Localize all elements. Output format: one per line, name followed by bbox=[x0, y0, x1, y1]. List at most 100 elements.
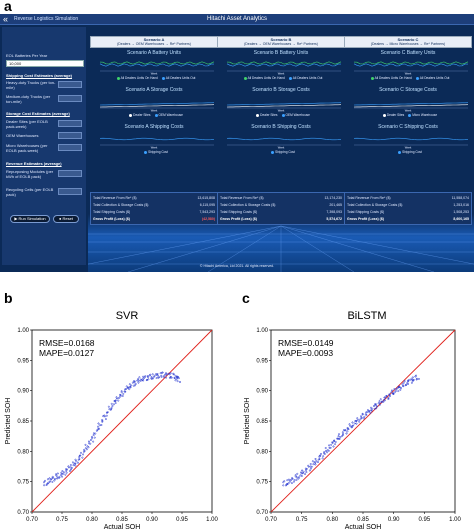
data-point bbox=[332, 445, 335, 448]
data-point bbox=[168, 373, 171, 376]
shipping-cost-heading: Shipping Cost Estimates (average) bbox=[6, 73, 73, 78]
oem-warehouses-input[interactable] bbox=[58, 132, 82, 139]
data-point bbox=[323, 453, 326, 455]
data-point bbox=[54, 478, 56, 480]
legend-dot bbox=[243, 76, 247, 80]
data-point bbox=[47, 481, 50, 484]
totals-label: Gross Profit (Loss) ($) bbox=[93, 217, 130, 221]
scenario-header: Scenario A (Dealers → OEM Warehouses → Re… bbox=[90, 36, 218, 48]
data-point bbox=[160, 374, 163, 377]
storage-cost-heading: Storage Cost Estimates (average) bbox=[6, 111, 70, 116]
heavy-duty-trucks-input[interactable] bbox=[58, 81, 82, 88]
data-point bbox=[50, 477, 53, 480]
data-point bbox=[56, 477, 59, 480]
legend-dot bbox=[271, 150, 275, 154]
data-point bbox=[325, 449, 327, 452]
data-point bbox=[393, 388, 396, 391]
data-point bbox=[317, 461, 319, 464]
data-point bbox=[92, 440, 95, 443]
medium-duty-trucks-input[interactable] bbox=[58, 95, 82, 102]
data-point bbox=[80, 451, 82, 454]
legend-label: Shipping Cost bbox=[275, 150, 295, 154]
mini-chart-series bbox=[99, 61, 215, 65]
data-point bbox=[378, 403, 381, 406]
data-point bbox=[74, 458, 77, 461]
data-point bbox=[174, 379, 177, 382]
data-point bbox=[111, 405, 114, 408]
legend-label: All Dealers Units Out bbox=[419, 76, 450, 80]
x-tick-label: 0.70 bbox=[265, 517, 277, 523]
batteries-per-year-select[interactable]: 10,000 bbox=[6, 60, 84, 67]
mini-chart-xlabel: Week bbox=[278, 72, 285, 76]
repurposing-modules-input[interactable] bbox=[58, 170, 82, 177]
data-point bbox=[346, 430, 349, 433]
data-point bbox=[160, 375, 163, 378]
data-point bbox=[65, 471, 68, 474]
data-point bbox=[117, 397, 120, 399]
x-axis-label: Actual SOH bbox=[104, 524, 141, 530]
data-point bbox=[84, 447, 87, 450]
legend-dot bbox=[288, 76, 292, 80]
micro-warehouses-label: Micro Warehouses (per EOLB pack-week) bbox=[6, 143, 48, 153]
data-point bbox=[410, 381, 413, 384]
data-point bbox=[304, 469, 307, 472]
mini-chart-xlabel: Week bbox=[405, 72, 412, 76]
storage-costs-chart: Week bbox=[99, 102, 215, 113]
data-point bbox=[318, 458, 321, 460]
battery-units-title: Scenario C Battery Units bbox=[380, 50, 436, 56]
data-point bbox=[285, 483, 288, 486]
data-point bbox=[407, 380, 410, 383]
data-point bbox=[46, 478, 49, 481]
reset-button[interactable]: ● Reset bbox=[53, 215, 79, 223]
data-point bbox=[158, 376, 161, 379]
back-arrow-icon[interactable]: « bbox=[3, 14, 9, 24]
data-point bbox=[292, 480, 295, 483]
dealer-sites-input[interactable] bbox=[58, 120, 82, 127]
recycling-cells-input[interactable] bbox=[58, 188, 82, 195]
data-point bbox=[350, 426, 353, 429]
data-point bbox=[88, 442, 91, 445]
data-point bbox=[397, 390, 400, 393]
data-point bbox=[305, 471, 308, 474]
data-point bbox=[309, 467, 312, 470]
storage-costs-legend: Dealer Sites Micro Warehouse bbox=[344, 113, 472, 117]
data-point bbox=[362, 417, 365, 420]
data-point bbox=[153, 374, 156, 377]
x-tick-label: 0.85 bbox=[116, 517, 128, 523]
y-tick-label: 0.80 bbox=[17, 449, 29, 455]
legend-label: All Dealers Units On Hand bbox=[120, 76, 158, 80]
legend-label: All Dealers Units On Hand bbox=[374, 76, 412, 80]
data-point bbox=[156, 374, 159, 377]
x-tick-label: 1.00 bbox=[206, 517, 218, 523]
totals-label: Total Revenue From Re* ($) bbox=[347, 196, 391, 200]
y-tick-label: 0.75 bbox=[256, 480, 268, 486]
data-point bbox=[101, 419, 104, 422]
totals-value: (42,580) bbox=[201, 217, 215, 221]
legend-dot bbox=[408, 113, 412, 117]
data-point bbox=[320, 452, 322, 455]
data-point bbox=[304, 467, 307, 470]
micro-warehouses-input[interactable] bbox=[58, 144, 82, 151]
mini-chart-xlabel: Week bbox=[151, 109, 158, 113]
data-point bbox=[94, 432, 97, 435]
data-point bbox=[345, 432, 348, 435]
data-point bbox=[83, 450, 86, 452]
data-point bbox=[410, 377, 413, 380]
data-point bbox=[287, 478, 290, 481]
data-point bbox=[161, 371, 164, 374]
totals-row: Gross Profit (Loss) ($) 5,574,672 bbox=[220, 217, 344, 222]
y-axis-label: Predicted SOH bbox=[244, 398, 251, 445]
data-point bbox=[326, 449, 329, 452]
data-point bbox=[139, 379, 142, 382]
data-point bbox=[173, 377, 176, 379]
totals-row: Gross Profit (Loss) ($) 8,600,165 bbox=[347, 217, 471, 222]
recycling-cells-label: Recycling Cells (per EOLB pack) bbox=[6, 187, 54, 197]
data-point bbox=[85, 448, 88, 451]
run-simulation-button[interactable]: ▶ Run Simulation bbox=[10, 215, 50, 223]
data-point bbox=[120, 390, 123, 393]
shipping-costs-chart: Week bbox=[99, 137, 215, 149]
reference-line bbox=[31, 329, 213, 513]
data-point bbox=[408, 378, 411, 381]
storage-costs-title: Scenario A Storage Costs bbox=[125, 87, 183, 93]
data-point bbox=[89, 439, 92, 441]
